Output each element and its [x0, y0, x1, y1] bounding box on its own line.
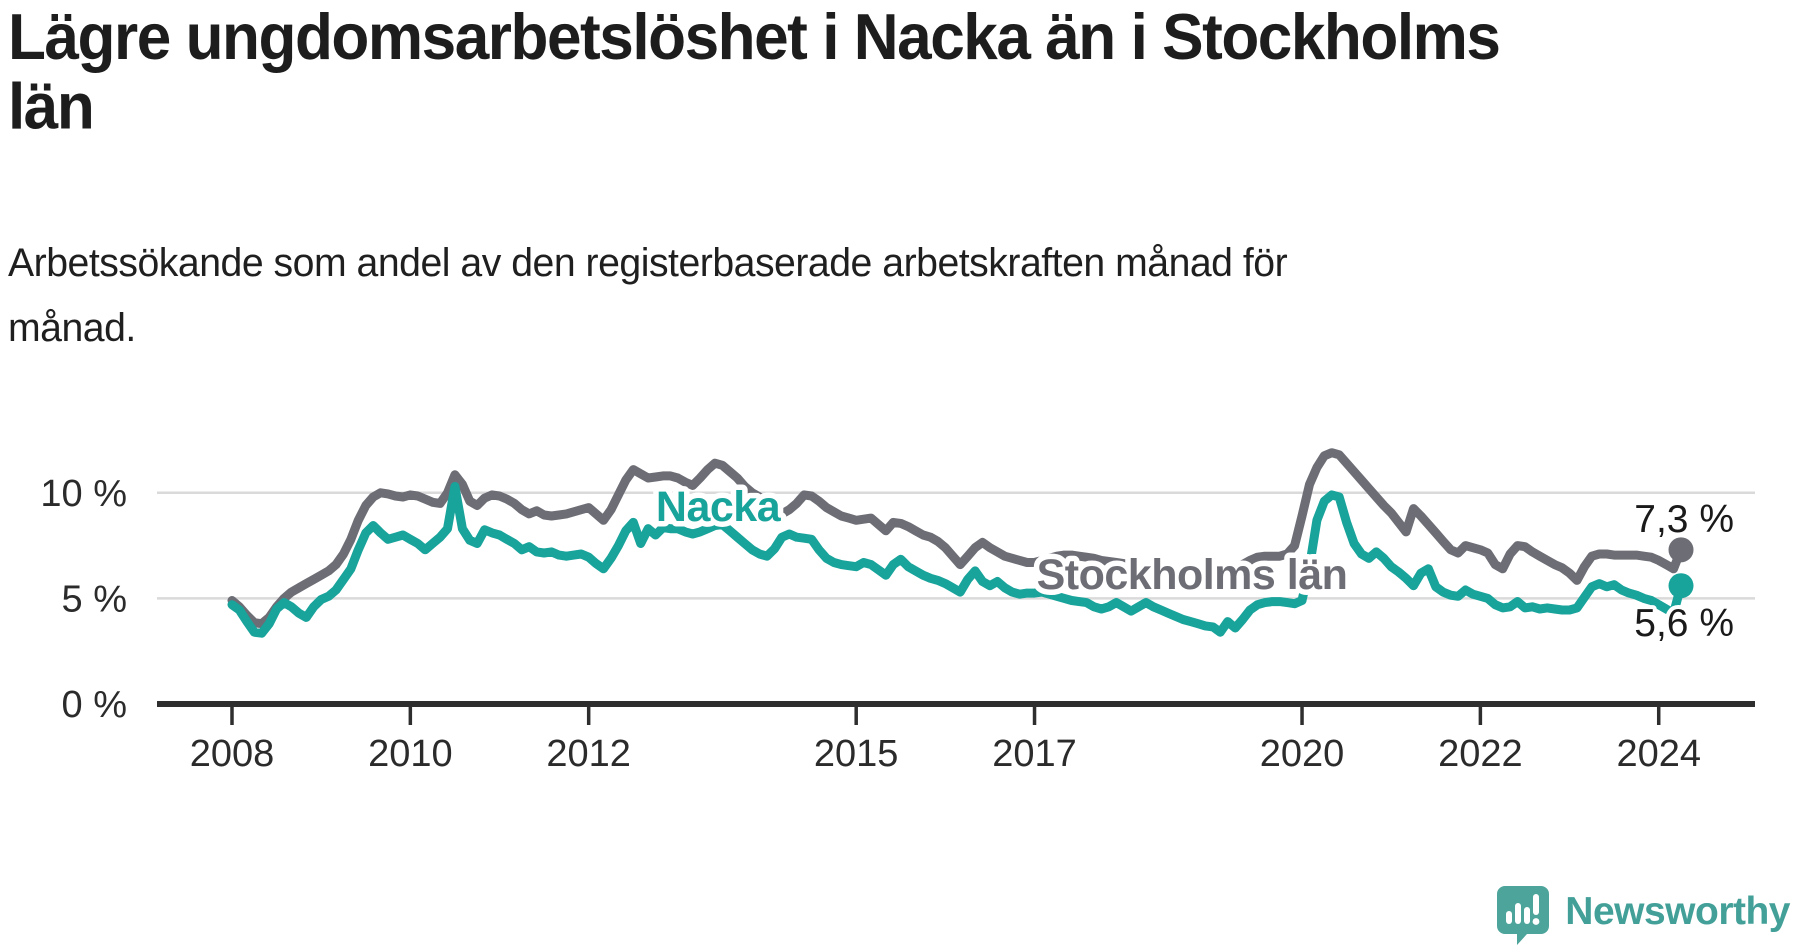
page-subtitle-line-1: Arbetssökande som andel av den registerb…	[8, 241, 1288, 285]
series-label-0: Stockholms län	[1037, 551, 1348, 599]
series-end-dot-1	[1668, 573, 1694, 599]
y-tick-label-5: 5 %	[62, 578, 127, 620]
x-tick-label-2012: 2012	[546, 733, 631, 775]
page-title-line-2: län	[8, 69, 95, 143]
exclamation-dot	[1532, 918, 1540, 925]
page-title-line-1: Lägre ungdomsarbetslöshet i Nacka än i S…	[8, 0, 1501, 74]
exclamation-stem	[1533, 894, 1540, 915]
series-line-0	[227, 448, 1686, 629]
series-label-1: Nacka	[656, 483, 782, 531]
x-tick-label-2022: 2022	[1438, 733, 1523, 775]
page-subtitle-line-2: månad.	[8, 306, 136, 350]
y-tick-label-10: 10 %	[40, 473, 127, 515]
speech-bubble-shape	[1497, 886, 1550, 945]
x-tick-label-2015: 2015	[814, 733, 899, 775]
y-tick-label-0: 0 %	[62, 684, 127, 726]
x-tick-label-2008: 2008	[190, 733, 275, 775]
bar-3	[1524, 907, 1531, 924]
page-title: Lägre ungdomsarbetslöshet i Nacka än i S…	[8, 2, 1744, 141]
x-tick-label-2010: 2010	[368, 733, 453, 775]
series-end-dot-0	[1668, 537, 1694, 563]
series-line-1	[227, 482, 1686, 638]
x-tick-label-2017: 2017	[992, 733, 1077, 775]
bar-1	[1506, 911, 1513, 924]
end-value-label-0: 7,3 %	[1634, 498, 1734, 541]
newsworthy-icon	[1497, 886, 1550, 945]
x-tick-label-2020: 2020	[1260, 733, 1345, 775]
x-tick-label-2024: 2024	[1616, 733, 1701, 775]
page-subtitle: Arbetssökande som andel av den registerb…	[8, 231, 1752, 361]
end-value-label-1: 5,6 %	[1634, 602, 1734, 645]
bar-2	[1515, 903, 1522, 924]
newsworthy-wordmark: Newsworthy	[1565, 890, 1790, 933]
newsworthy-logo: Newsworthy	[1495, 884, 1790, 946]
